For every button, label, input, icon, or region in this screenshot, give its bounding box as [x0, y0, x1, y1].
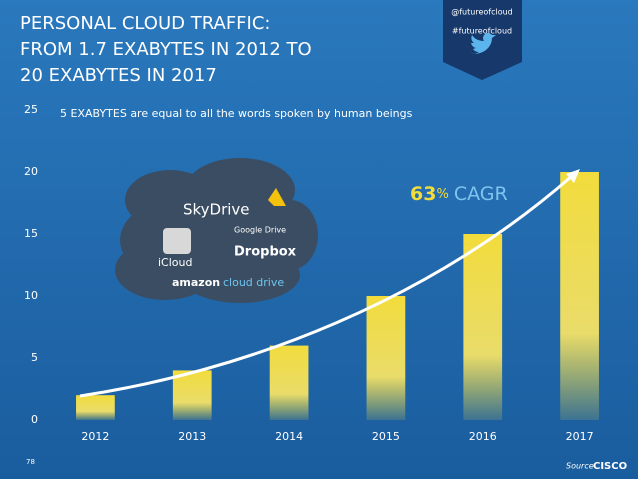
cagr-unit: % [436, 187, 448, 202]
x-tick-label: 2017 [566, 430, 594, 443]
cagr: 63% CAGR [410, 183, 508, 205]
y-tick-label: 10 [24, 289, 38, 302]
bar [269, 345, 309, 420]
page-number: 78 [26, 458, 35, 466]
arrow-head [566, 169, 580, 183]
bar [560, 172, 599, 420]
source: Source [566, 462, 594, 471]
x-tick-label: 2015 [372, 430, 400, 443]
bar [76, 395, 115, 420]
annotation: 5 EXABYTES are equal to all the words sp… [60, 107, 413, 120]
cagr-number: 63 [410, 183, 436, 205]
brand: CISCO [593, 461, 627, 472]
title-line: 20 EXABYTES IN 2017 [20, 65, 217, 86]
y-tick-label: 5 [31, 351, 38, 364]
logo: SkyDrive [183, 201, 250, 219]
icloud-icon [163, 228, 191, 254]
x-tick-label: 2016 [469, 430, 497, 443]
title-line: FROM 1.7 EXABYTES IN 2012 TO [20, 39, 312, 60]
logo: amazon [172, 276, 220, 289]
bar [172, 370, 212, 420]
y-tick-label: 20 [24, 165, 38, 178]
y-tick-label: 15 [24, 227, 38, 240]
logo: cloud drive [223, 276, 284, 289]
badge-handle: @futureofcloud [451, 8, 513, 17]
twitter-bird [470, 33, 496, 54]
title-line: PERSONAL CLOUD TRAFFIC: [20, 13, 270, 34]
x-tick-label: 2014 [275, 430, 303, 443]
gdrive-icon [268, 188, 286, 206]
badge-hashtag: #futureofcloud [452, 27, 512, 36]
bar [463, 234, 503, 420]
logo: Google Drive [234, 226, 286, 235]
badge [443, 0, 522, 80]
y-tick-label: 0 [31, 413, 38, 426]
logo: Dropbox [234, 245, 297, 260]
cagr-label: CAGR [454, 183, 508, 205]
x-tick-label: 2012 [81, 430, 109, 443]
logo: iCloud [158, 256, 192, 269]
cloud [115, 158, 318, 303]
x-tick-label: 2013 [178, 430, 206, 443]
growth-curve [79, 174, 573, 398]
y-tick-label: 25 [24, 103, 38, 116]
bar [366, 296, 406, 420]
